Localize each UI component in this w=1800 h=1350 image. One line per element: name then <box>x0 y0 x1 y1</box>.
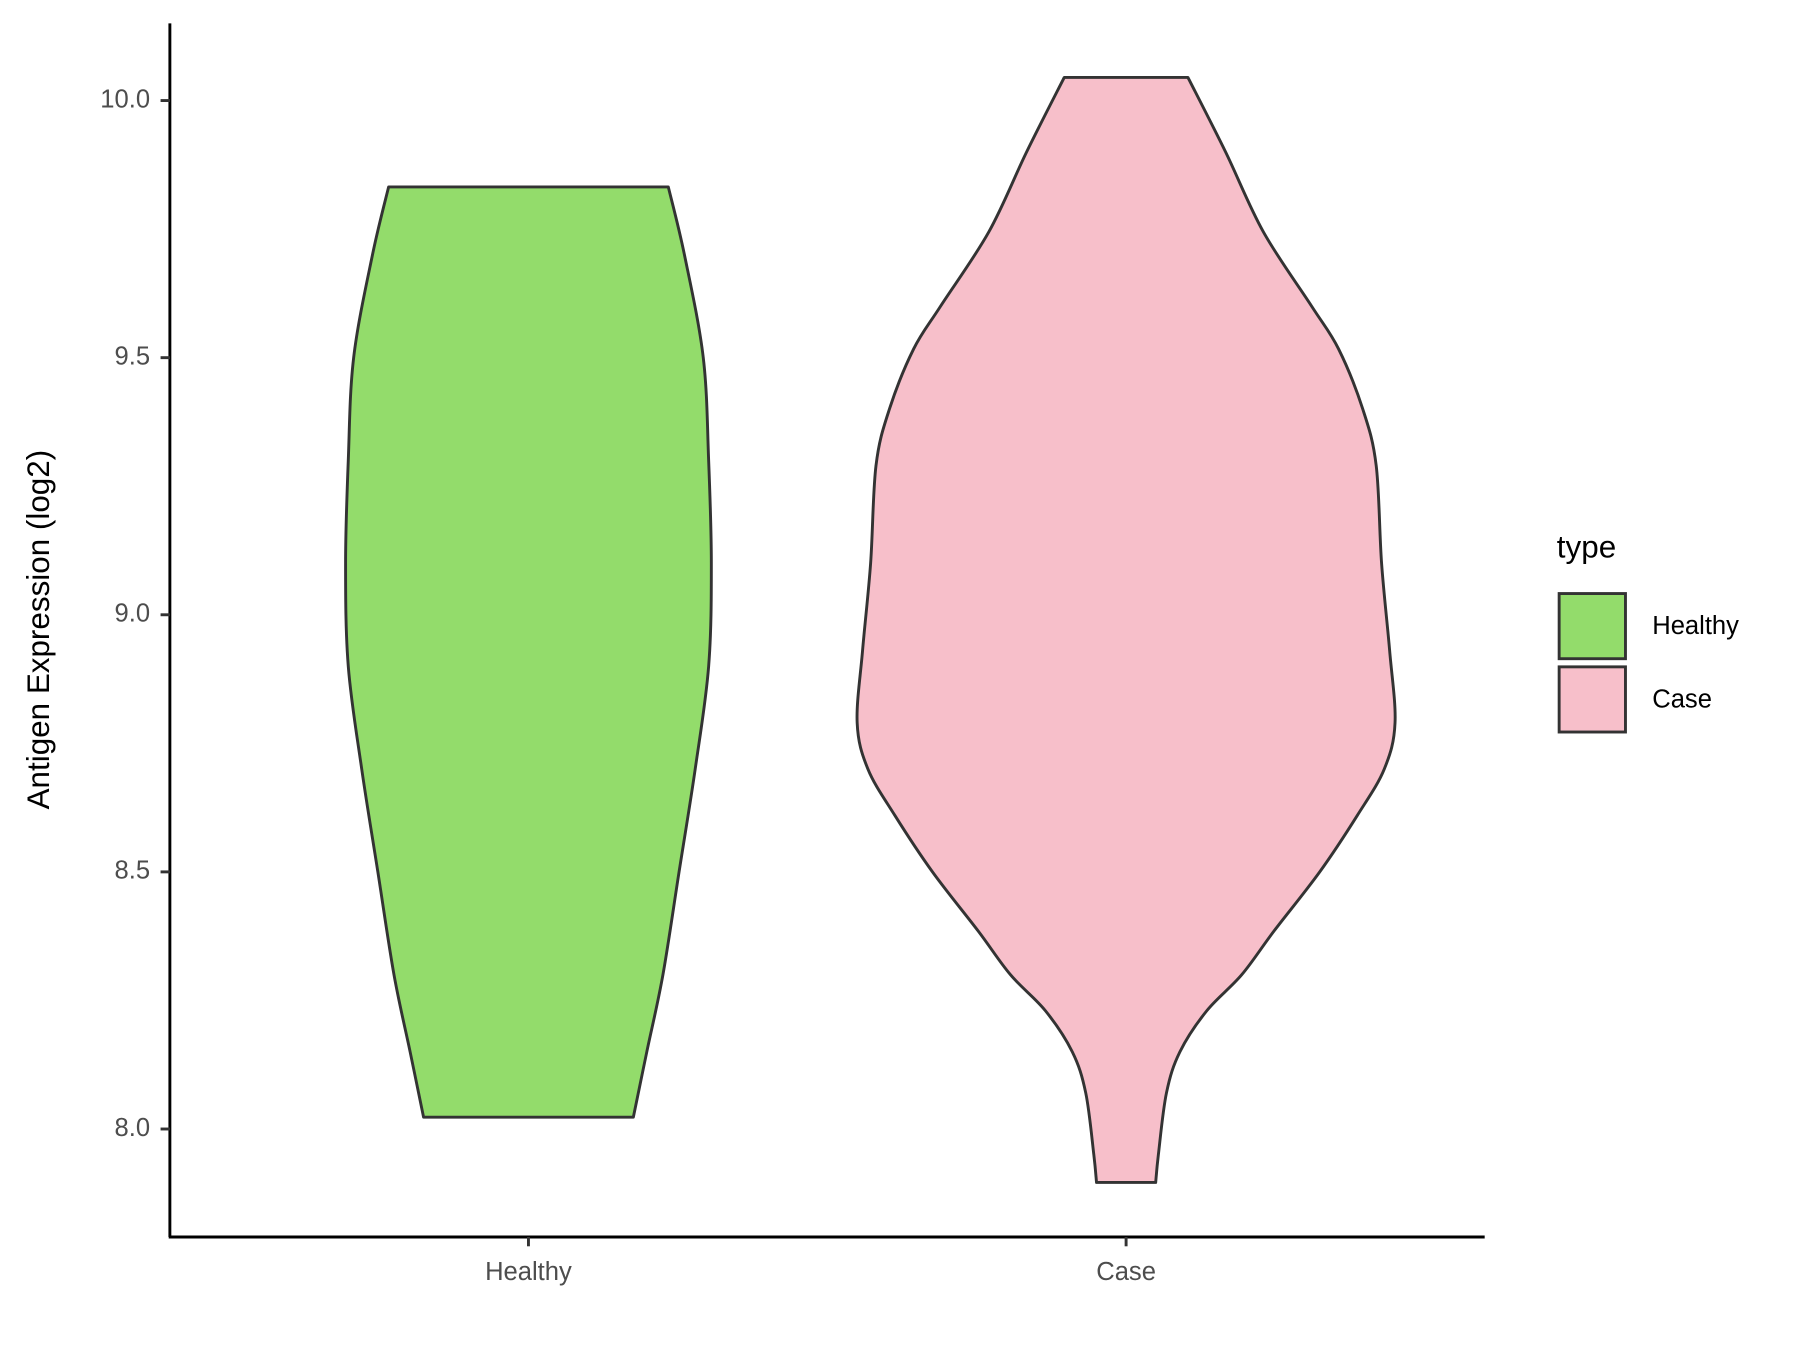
legend-label: Case <box>1652 685 1712 713</box>
y-tick-label: 9.0 <box>115 600 151 628</box>
legend-label: Healthy <box>1652 612 1739 640</box>
violin <box>344 185 713 1119</box>
violin <box>855 75 1397 1184</box>
y-tick-label: 9.5 <box>115 342 151 370</box>
x-tick-label: Case <box>1096 1258 1156 1286</box>
y-tick-label: 10.0 <box>100 85 150 113</box>
legend-title: type <box>1557 530 1616 565</box>
y-axis-title: Antigen Expression (log2) <box>21 450 56 810</box>
y-tick-label: 8.5 <box>115 857 151 885</box>
x-tick-label: Healthy <box>485 1258 572 1286</box>
legend-key <box>1557 592 1627 661</box>
y-tick-label: 8.0 <box>115 1114 151 1142</box>
legend-key <box>1557 665 1627 734</box>
